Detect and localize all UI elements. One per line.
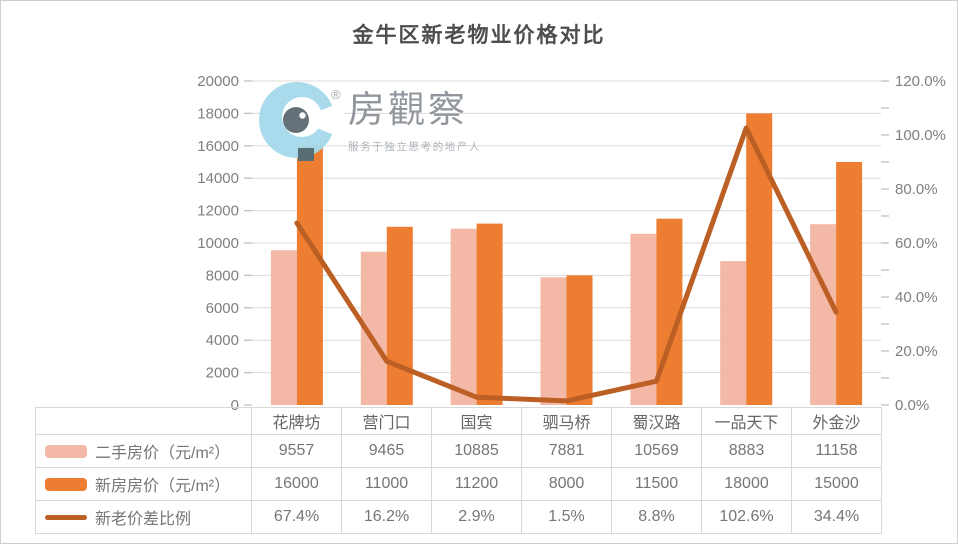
legend-cell-0: 二手房价（元/m²）: [35, 434, 252, 468]
right-axis-label: 20.0%: [895, 343, 938, 360]
left-axis-label: 16000: [197, 138, 239, 155]
value-cell-1-5: 18000: [701, 467, 792, 501]
value-cell-2-6: 34.4%: [791, 500, 882, 534]
legend-swatch-icon: [45, 477, 87, 491]
category-cell-1: 营门口: [341, 407, 432, 435]
category-cell-2: 国宾: [431, 407, 522, 435]
value-cell-1-0: 16000: [251, 467, 342, 501]
right-axis-label: 60.0%: [895, 235, 938, 252]
left-axis-label: 4000: [206, 332, 239, 349]
bar-newhome-6: [836, 162, 863, 405]
value-cell-0-6: 11158: [791, 434, 882, 468]
category-cell-6: 外金沙: [791, 407, 882, 435]
left-axis-label: 8000: [206, 267, 239, 284]
bar-secondhand-6: [810, 224, 837, 405]
bar-newhome-0: [296, 145, 323, 406]
left-axis-label: 6000: [206, 300, 239, 317]
bar-newhome-3: [566, 275, 593, 405]
value-cell-2-1: 16.2%: [341, 500, 432, 534]
left-axis-label: 2000: [206, 365, 239, 382]
bar-secondhand-5: [720, 261, 747, 405]
value-cell-2-4: 8.8%: [611, 500, 702, 534]
left-axis-label: 0: [231, 397, 239, 414]
ratio-line-series: [294, 125, 839, 404]
value-cell-2-3: 1.5%: [521, 500, 612, 534]
value-cell-1-1: 11000: [341, 467, 432, 501]
value-cell-0-1: 9465: [341, 434, 432, 468]
bar-secondhand-2: [450, 228, 477, 405]
value-cell-0-3: 7881: [521, 434, 612, 468]
table-row-0: 二手房价（元/m²） 9557 9465 10885 7881 10569 8883 1115…: [35, 434, 882, 468]
value-cell-2-5: 102.6%: [701, 500, 792, 534]
value-cell-0-4: 10569: [611, 434, 702, 468]
category-header-row: 花牌坊 营门口 国宾 驷马桥 蜀汉路 一品天下 外金沙: [35, 407, 882, 435]
value-cell-1-3: 8000: [521, 467, 612, 501]
bar-secondhand-4: [630, 233, 657, 405]
value-cell-0-0: 9557: [251, 434, 342, 468]
right-axis-label: 40.0%: [895, 289, 938, 306]
left-axis-label: 14000: [197, 170, 239, 187]
legend-label: 新房房价（元/m²）: [95, 478, 231, 495]
value-cell-1-4: 11500: [611, 467, 702, 501]
bar-newhome-1: [386, 226, 413, 405]
value-cell-1-2: 11200: [431, 467, 522, 501]
left-axis-label: 20000: [197, 73, 239, 90]
ghost-cell: [35, 407, 252, 435]
value-cell-1-6: 15000: [791, 467, 882, 501]
table-row-1: 新房房价（元/m²） 16000 11000 11200 8000 11500 18000 1…: [35, 467, 882, 501]
legend-swatch-icon: [45, 514, 87, 520]
left-axis-label: 12000: [197, 203, 239, 220]
right-axis-label: 120.0%: [895, 73, 946, 90]
value-cell-2-0: 67.4%: [251, 500, 342, 534]
legend-swatch-icon: [45, 444, 87, 458]
data-table: 花牌坊 营门口 国宾 驷马桥 蜀汉路 一品天下 外金沙 二手房价（元/m²） 9557 9465 1…: [35, 407, 882, 534]
left-axis-label: 10000: [197, 235, 239, 252]
legend-label: 新老价差比例: [95, 511, 192, 528]
right-axis-label: 80.0%: [895, 181, 938, 198]
category-cell-5: 一品天下: [701, 407, 792, 435]
bar-secondhand-0: [270, 250, 297, 405]
table-row-2: 新老价差比例 67.4% 16.2% 2.9% 1.5% 8.8% 102.6% 34.4%: [35, 500, 882, 534]
category-cell-4: 蜀汉路: [611, 407, 702, 435]
legend-cell-1: 新房房价（元/m²）: [35, 467, 252, 501]
category-cell-3: 驷马桥: [521, 407, 612, 435]
right-axis-label: 0.0%: [895, 397, 929, 414]
value-cell-0-5: 8883: [701, 434, 792, 468]
left-axis-label: 18000: [197, 105, 239, 122]
category-cell-0: 花牌坊: [251, 407, 342, 435]
value-cell-2-2: 2.9%: [431, 500, 522, 534]
legend-label: 二手房价（元/m²）: [95, 445, 231, 462]
legend-cell-2: 新老价差比例: [35, 500, 252, 534]
bar-newhome-2: [476, 223, 503, 405]
bar-secondhand-3: [540, 277, 567, 405]
chart-title: 金牛区新老物业价格对比: [352, 24, 606, 47]
right-axis-label: 100.0%: [895, 127, 946, 144]
bar-newhome-5: [746, 113, 773, 406]
value-cell-0-2: 10885: [431, 434, 522, 468]
